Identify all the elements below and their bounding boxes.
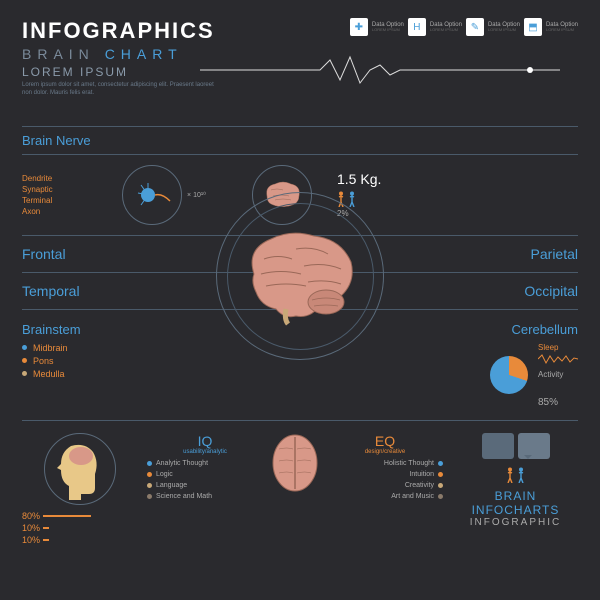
brainstem-item: Pons [22,356,162,366]
head-pcts: 80% 10% 10% [22,511,137,545]
info-sub2: INFOGRAPHIC [453,517,578,528]
pct-85: 85% [538,397,578,408]
iq-item: Logic [147,471,263,478]
brainstem-label: Brainstem [22,322,162,337]
nerve-item: Dendrite [22,174,112,183]
brainstem-item: Midbrain [22,343,162,353]
iq-title: IQ [147,433,263,449]
pie-chart [490,356,528,394]
data-option: ✚Data OptionLOREM IPSUM [350,18,404,36]
bubble-icon [482,433,514,459]
eq-item: Holistic Thought [327,460,443,467]
lobe-temporal: Temporal [22,283,80,299]
option-icon: ⬒ [524,18,542,36]
head-pct: 80% [22,511,137,521]
speech-bubbles [453,433,578,459]
eq-item: Art and Music [327,493,443,500]
lorem-label: LOREM IPSUM [22,65,222,79]
subtitle: BRAIN CHART [22,46,222,62]
subtitle-brain: BRAIN [22,46,95,62]
iq-eq-block: IQ usability/analytic Analytic Thought Lo… [147,433,443,504]
sleep-label: Sleep [538,343,558,352]
nerve-item: Axon [22,207,112,216]
bubble-icon [518,433,550,459]
eq-title: EQ [327,433,443,449]
head-profile [44,433,116,505]
lobe-frontal: Frontal [22,246,66,262]
ekg-line [200,55,560,85]
option-icon: H [408,18,426,36]
iq-column: IQ usability/analytic Analytic Thought Lo… [147,433,263,504]
neuron-diagram: × 10¹⁰ [122,165,182,225]
weight-value: 1.5 Kg. [337,171,381,187]
activity-wave [538,353,578,365]
human-icon [517,467,525,483]
info-block: BRAIN INFOCHARTS INFOGRAPHIC [453,433,578,528]
exponent: × 10¹⁰ [187,191,206,199]
head-block: 80% 10% 10% [22,433,137,547]
iq-sub: usability/analytic [147,449,263,455]
iq-item: Language [147,482,263,489]
info-sub1: INFOCHARTS [453,503,578,517]
human-icon [506,467,514,483]
nerve-item: Synaptic [22,185,112,194]
lobe-occipital: Occipital [524,283,578,299]
nerve-list: Dendrite Synaptic Terminal Axon [22,172,112,218]
option-icon: ✎ [466,18,484,36]
data-options: ✚Data OptionLOREM IPSUMHData OptionLOREM… [350,18,578,36]
head-pct: 10% [22,523,137,533]
lobe-parietal: Parietal [531,246,578,262]
human-icons-2 [453,467,578,483]
main-title: INFOGRAPHICS [22,18,222,44]
nerve-item: Terminal [22,196,112,205]
data-option: HData OptionLOREM IPSUM [408,18,462,36]
data-option: ✎Data OptionLOREM IPSUM [466,18,520,36]
bottom-row: 80% 10% 10% IQ usability/analytic Analyt… [22,433,578,547]
subtitle-chart: CHART [105,46,183,62]
central-brain-diagram [216,192,384,360]
human-icon [348,191,356,207]
title-block: INFOGRAPHICS BRAIN CHART LOREM IPSUM Lor… [22,18,222,98]
option-icon: ✚ [350,18,368,36]
eq-column: EQ design/creative Holistic Thought Intui… [327,433,443,504]
activity-label: Activity [538,370,563,379]
iq-item: Analytic Thought [147,460,263,467]
brain-top-view [269,433,321,493]
description: Lorem ipsum dolor sit amet, consectetur … [22,82,222,98]
brainstem-item: Medulla [22,369,162,379]
info-title: BRAIN [453,489,578,503]
eq-sub: design/creative [327,449,443,455]
head-pct: 10% [22,535,137,545]
iq-item: Science and Math [147,493,263,500]
data-option: ⬒Data OptionLOREM IPSUM [524,18,578,36]
eq-item: Creativity [327,482,443,489]
cerebellum-label: Cerebellum [398,322,578,337]
brainstem-list: Midbrain Pons Medulla [22,343,162,379]
nerve-label: Brain Nerve [22,133,578,148]
eq-item: Intuition [327,471,443,478]
